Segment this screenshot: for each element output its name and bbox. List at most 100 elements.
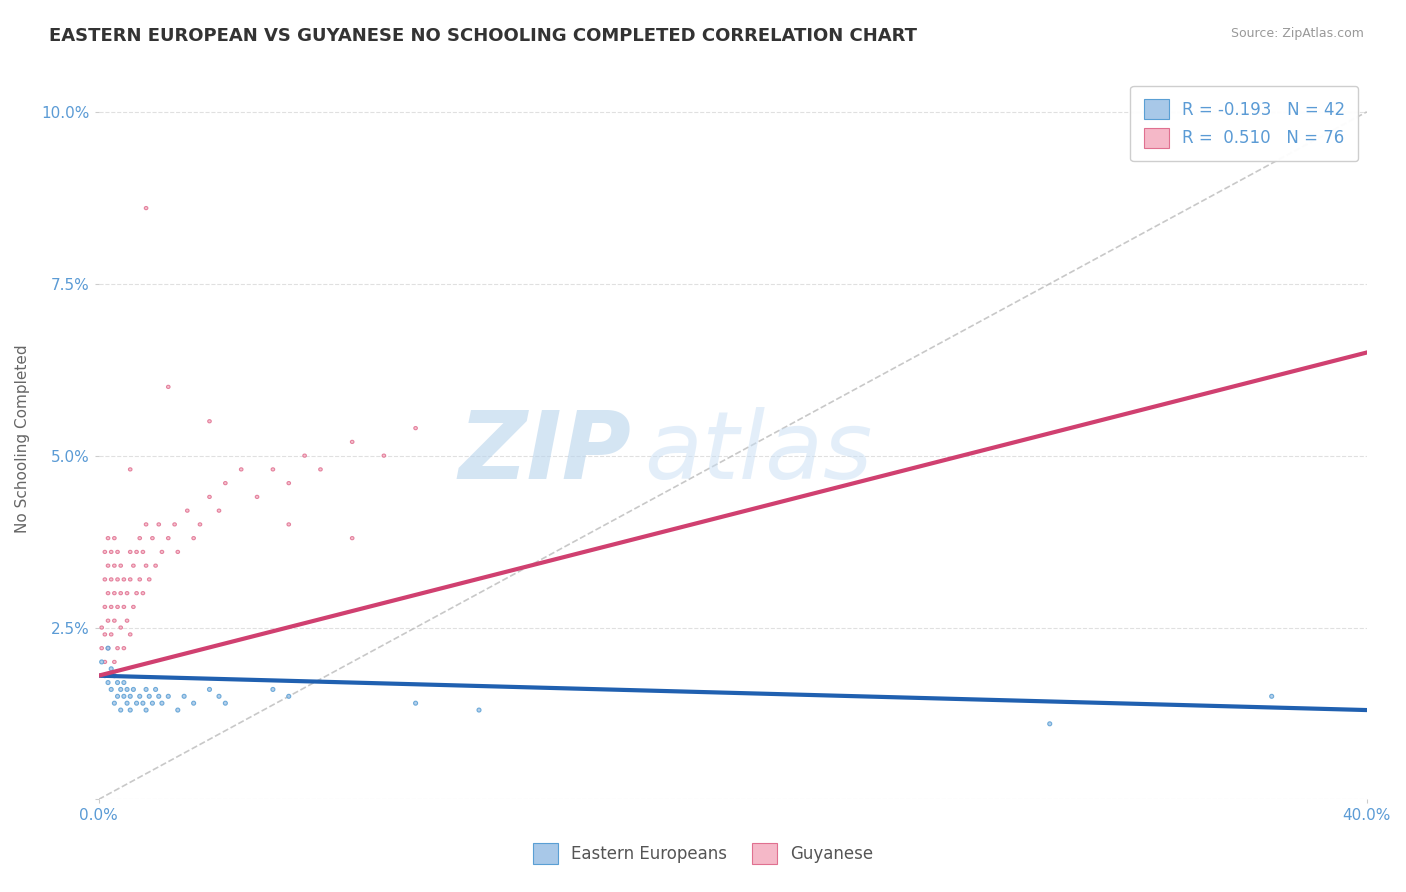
- Ellipse shape: [110, 578, 112, 581]
- Ellipse shape: [107, 619, 110, 623]
- Ellipse shape: [153, 564, 157, 567]
- Ellipse shape: [138, 578, 142, 581]
- Ellipse shape: [413, 426, 418, 430]
- Ellipse shape: [382, 454, 385, 458]
- Ellipse shape: [166, 537, 170, 540]
- Ellipse shape: [110, 688, 114, 691]
- Text: EASTERN EUROPEAN VS GUYANESE NO SCHOOLING COMPLETED CORRELATION CHART: EASTERN EUROPEAN VS GUYANESE NO SCHOOLIN…: [49, 27, 917, 45]
- Ellipse shape: [135, 701, 139, 706]
- Ellipse shape: [125, 619, 129, 623]
- Ellipse shape: [128, 694, 132, 698]
- Ellipse shape: [224, 482, 228, 484]
- Ellipse shape: [115, 578, 120, 581]
- Ellipse shape: [100, 660, 104, 664]
- Ellipse shape: [118, 708, 122, 712]
- Ellipse shape: [413, 701, 418, 706]
- Ellipse shape: [120, 564, 122, 567]
- Ellipse shape: [176, 708, 180, 712]
- Ellipse shape: [115, 694, 120, 698]
- Ellipse shape: [128, 550, 132, 554]
- Ellipse shape: [239, 467, 243, 471]
- Ellipse shape: [156, 694, 160, 698]
- Ellipse shape: [141, 701, 145, 706]
- Ellipse shape: [135, 550, 138, 554]
- Ellipse shape: [120, 591, 122, 595]
- Ellipse shape: [302, 454, 307, 458]
- Ellipse shape: [110, 550, 112, 554]
- Ellipse shape: [145, 564, 148, 567]
- Ellipse shape: [150, 537, 155, 540]
- Ellipse shape: [1270, 694, 1274, 698]
- Ellipse shape: [350, 537, 354, 540]
- Ellipse shape: [183, 694, 186, 698]
- Ellipse shape: [191, 701, 195, 706]
- Ellipse shape: [198, 523, 201, 526]
- Ellipse shape: [128, 632, 132, 636]
- Ellipse shape: [105, 646, 110, 650]
- Ellipse shape: [319, 467, 322, 471]
- Ellipse shape: [287, 694, 291, 698]
- Ellipse shape: [100, 674, 104, 677]
- Ellipse shape: [271, 688, 276, 691]
- Ellipse shape: [138, 694, 142, 698]
- Ellipse shape: [166, 694, 170, 698]
- Ellipse shape: [141, 591, 145, 595]
- Ellipse shape: [107, 591, 110, 595]
- Ellipse shape: [1047, 722, 1052, 726]
- Ellipse shape: [112, 673, 117, 678]
- Ellipse shape: [100, 626, 104, 629]
- Ellipse shape: [186, 509, 188, 512]
- Ellipse shape: [112, 591, 117, 595]
- Ellipse shape: [160, 550, 163, 554]
- Ellipse shape: [132, 564, 135, 567]
- Ellipse shape: [125, 591, 129, 595]
- Ellipse shape: [110, 632, 112, 636]
- Ellipse shape: [145, 207, 148, 210]
- Ellipse shape: [208, 495, 211, 499]
- Ellipse shape: [122, 647, 125, 649]
- Ellipse shape: [135, 591, 138, 595]
- Y-axis label: No Schooling Completed: No Schooling Completed: [15, 344, 30, 533]
- Ellipse shape: [110, 606, 112, 608]
- Text: ZIP: ZIP: [458, 407, 631, 499]
- Text: Source: ZipAtlas.com: Source: ZipAtlas.com: [1230, 27, 1364, 40]
- Ellipse shape: [145, 523, 148, 526]
- Ellipse shape: [271, 467, 274, 471]
- Ellipse shape: [103, 578, 107, 581]
- Ellipse shape: [157, 523, 160, 526]
- Ellipse shape: [128, 467, 132, 471]
- Ellipse shape: [103, 632, 107, 636]
- Ellipse shape: [173, 523, 176, 526]
- Ellipse shape: [128, 708, 132, 712]
- Ellipse shape: [208, 688, 211, 691]
- Ellipse shape: [176, 550, 180, 554]
- Ellipse shape: [208, 419, 211, 423]
- Ellipse shape: [166, 385, 170, 388]
- Ellipse shape: [112, 619, 117, 623]
- Ellipse shape: [103, 660, 107, 664]
- Ellipse shape: [103, 550, 107, 554]
- Ellipse shape: [191, 537, 195, 540]
- Ellipse shape: [100, 647, 104, 649]
- Ellipse shape: [217, 509, 221, 512]
- Ellipse shape: [287, 482, 291, 484]
- Ellipse shape: [103, 673, 107, 678]
- Ellipse shape: [107, 564, 110, 567]
- Ellipse shape: [105, 681, 110, 684]
- Ellipse shape: [112, 564, 117, 567]
- Ellipse shape: [122, 606, 125, 608]
- Ellipse shape: [150, 701, 155, 706]
- Legend: Eastern Europeans, Guyanese: Eastern Europeans, Guyanese: [526, 837, 880, 871]
- Ellipse shape: [224, 701, 228, 706]
- Legend: R = -0.193   N = 42, R =  0.510   N = 76: R = -0.193 N = 42, R = 0.510 N = 76: [1130, 86, 1358, 161]
- Ellipse shape: [350, 441, 354, 443]
- Ellipse shape: [122, 578, 125, 581]
- Ellipse shape: [103, 606, 107, 608]
- Ellipse shape: [125, 701, 129, 706]
- Ellipse shape: [112, 660, 117, 664]
- Ellipse shape: [112, 537, 117, 540]
- Ellipse shape: [122, 681, 127, 684]
- Ellipse shape: [143, 688, 148, 691]
- Ellipse shape: [217, 694, 221, 698]
- Ellipse shape: [477, 708, 481, 712]
